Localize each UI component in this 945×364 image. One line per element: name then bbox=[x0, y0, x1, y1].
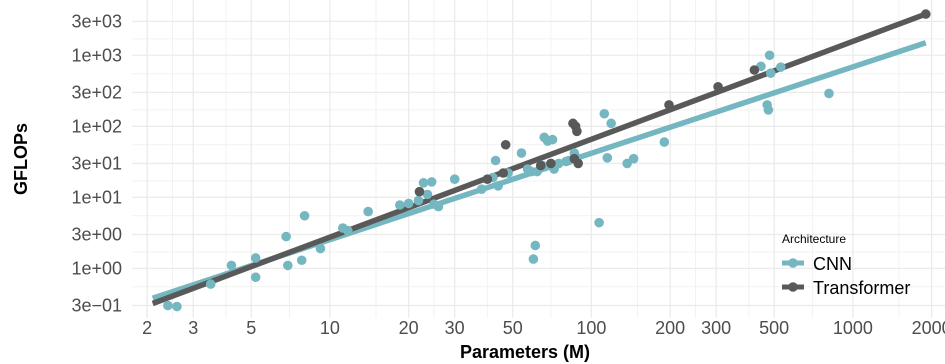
y-axis-title: GFLOPs bbox=[11, 123, 31, 195]
transformer-point bbox=[573, 158, 583, 169]
transformer-point bbox=[749, 65, 760, 75]
y-tick-label: 3e+01 bbox=[71, 153, 122, 173]
cnn-point bbox=[628, 153, 639, 164]
x-tick-label: 1000 bbox=[833, 318, 873, 338]
transformer-point bbox=[414, 186, 425, 197]
cnn-point bbox=[363, 206, 373, 217]
cnn-point bbox=[403, 198, 414, 209]
cnn-point bbox=[476, 184, 487, 195]
transformer-point bbox=[920, 9, 931, 19]
cnn-point bbox=[606, 118, 616, 129]
transformer-legend-dot bbox=[788, 282, 798, 292]
x-tick-label: 300 bbox=[701, 318, 731, 338]
cnn-point bbox=[418, 178, 429, 188]
transformer-point bbox=[535, 160, 546, 171]
cnn-point bbox=[449, 174, 460, 184]
y-tick-label: 1e+03 bbox=[71, 45, 122, 65]
y-tick-label: 3e+00 bbox=[71, 224, 122, 244]
cnn-point bbox=[530, 240, 541, 251]
cnn-point bbox=[250, 272, 261, 283]
cnn-point bbox=[282, 260, 293, 271]
transformer-point bbox=[500, 139, 511, 150]
transformer-point bbox=[713, 81, 723, 92]
transformer-point bbox=[546, 158, 556, 169]
cnn-point bbox=[659, 137, 670, 147]
cnn-point bbox=[296, 255, 307, 266]
cnn-point bbox=[516, 148, 527, 158]
transformer-point bbox=[482, 174, 493, 184]
y-tick-label: 1e+01 bbox=[71, 187, 122, 207]
cnn-point bbox=[394, 200, 405, 210]
x-axis-title: Parameters (M) bbox=[460, 342, 590, 362]
cnn-point bbox=[776, 62, 786, 72]
cnn-point bbox=[250, 253, 261, 263]
cnn-point bbox=[342, 225, 353, 236]
legend-title: Architecture bbox=[782, 232, 846, 246]
cnn-point bbox=[422, 189, 433, 200]
transformer-point bbox=[498, 168, 509, 178]
cnn-point bbox=[547, 134, 558, 145]
transformer-point bbox=[572, 126, 582, 137]
trend-lines bbox=[151, 11, 927, 307]
cnn-point bbox=[205, 279, 216, 289]
cnn-point bbox=[602, 153, 613, 163]
cnn-point bbox=[493, 181, 503, 191]
x-tick-label: 20 bbox=[399, 318, 419, 338]
transformer-trend-line bbox=[151, 11, 927, 307]
x-tick-label: 3 bbox=[188, 318, 198, 338]
cnn-point bbox=[433, 201, 444, 212]
y-axis-ticks: 3e−01 1e+00 3e+00 1e+01 3e+01 1e+02 3e+02 1e+03… bbox=[71, 11, 122, 315]
cnn-legend-dot bbox=[788, 258, 798, 268]
cnn-point bbox=[226, 260, 237, 271]
cnn-point bbox=[764, 50, 775, 61]
transformer-point bbox=[664, 100, 674, 110]
cnn-point bbox=[413, 195, 424, 206]
y-tick-label: 3e+03 bbox=[71, 11, 122, 31]
cnn-point bbox=[490, 155, 501, 166]
data-points bbox=[163, 9, 931, 312]
x-tick-label: 100 bbox=[576, 318, 606, 338]
cnn-legend-label: CNN bbox=[813, 254, 852, 274]
cnn-point bbox=[763, 105, 774, 115]
y-tick-label: 3e+02 bbox=[71, 82, 122, 102]
y-tick-label: 1e+02 bbox=[71, 116, 122, 136]
y-tick-label: 3e−01 bbox=[71, 295, 122, 315]
x-tick-label: 2 bbox=[142, 318, 152, 338]
cnn-point bbox=[528, 254, 539, 264]
x-tick-label: 5 bbox=[246, 318, 256, 338]
cnn-point bbox=[281, 231, 291, 242]
x-tick-label: 200 bbox=[655, 318, 685, 338]
cnn-point bbox=[765, 68, 776, 78]
x-tick-label: 500 bbox=[759, 318, 789, 338]
x-tick-label: 30 bbox=[445, 318, 465, 338]
cnn-point bbox=[594, 217, 604, 228]
x-tick-label: 10 bbox=[320, 318, 340, 338]
cnn-point bbox=[824, 88, 834, 99]
cnn-point bbox=[426, 177, 437, 187]
cnn-point bbox=[553, 158, 564, 169]
legend: Architecture CNN Transformer bbox=[782, 232, 910, 298]
transformer-legend-label: Transformer bbox=[813, 278, 910, 298]
x-tick-label: 2000 bbox=[912, 318, 945, 338]
x-axis-ticks: 2 3 5 10 20 30 50 100 200 300 500 1000 2000 bbox=[142, 318, 945, 338]
y-tick-label: 1e+00 bbox=[71, 258, 122, 278]
cnn-point bbox=[163, 300, 173, 311]
cnn-point bbox=[599, 108, 610, 119]
cnn-point bbox=[172, 301, 182, 312]
x-tick-label: 50 bbox=[503, 318, 523, 338]
cnn-point bbox=[299, 210, 310, 221]
cnn-point bbox=[315, 243, 326, 254]
